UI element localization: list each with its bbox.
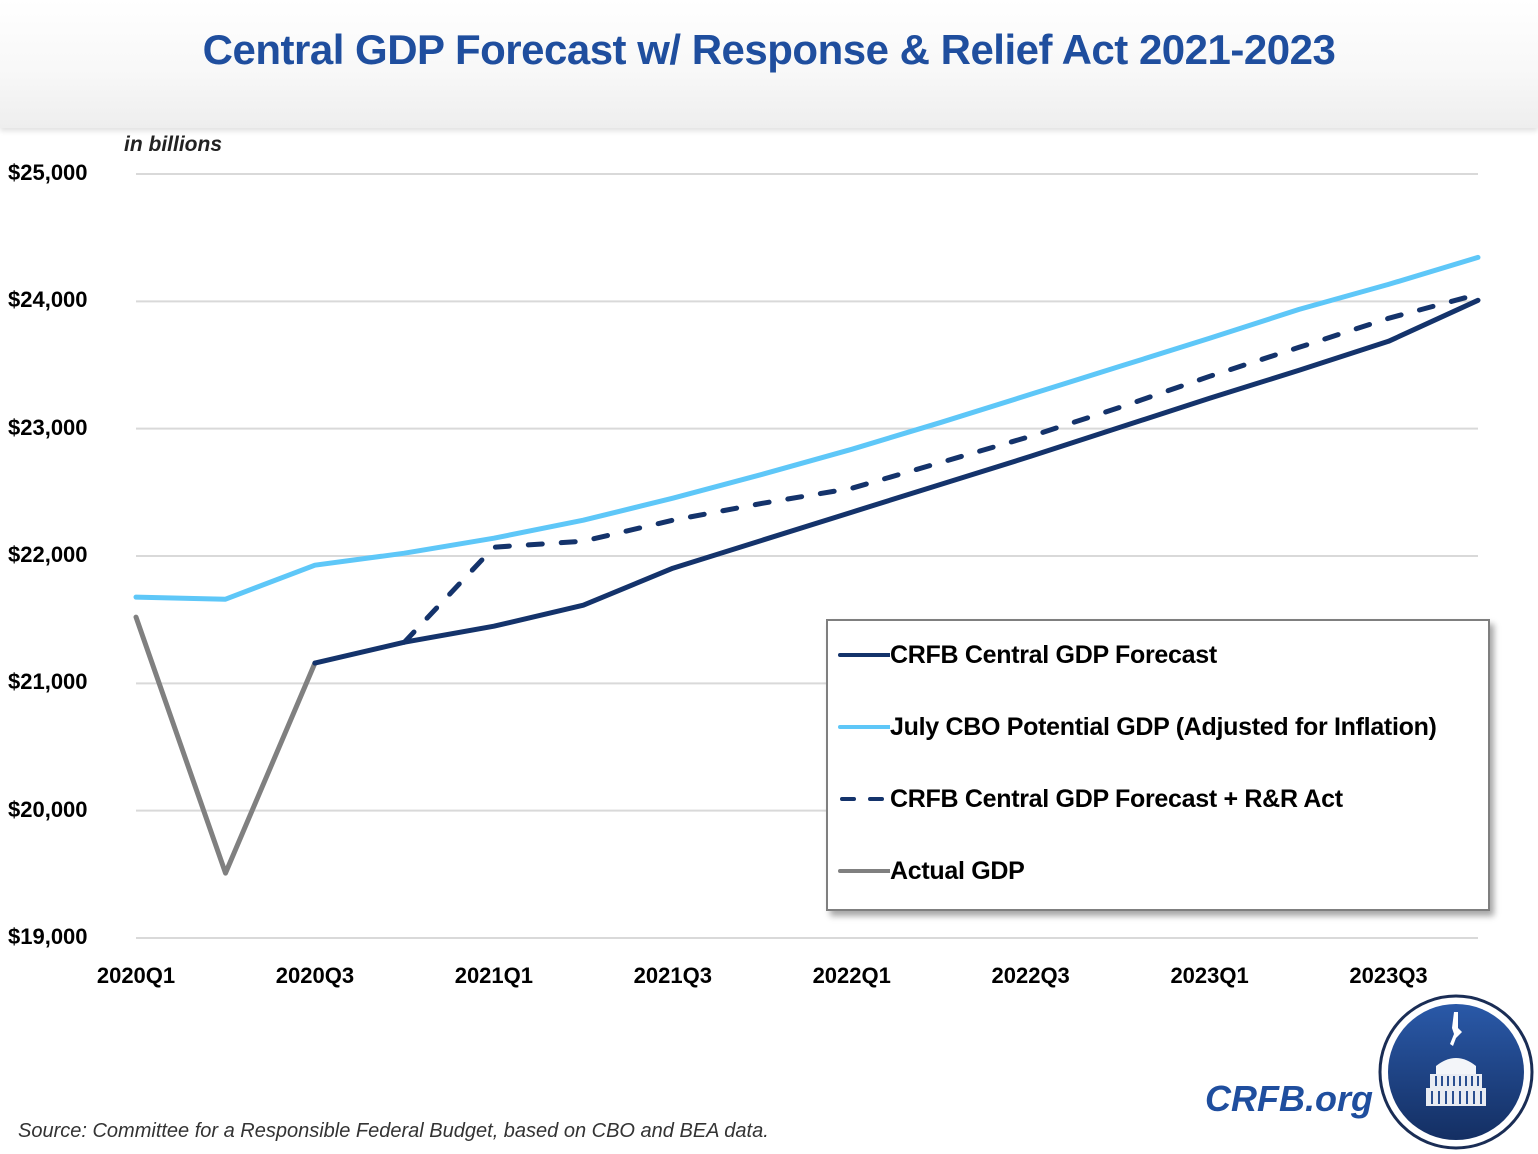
- series-line-crfb-central-gdp-forecast-r-r-act: [401, 291, 1481, 645]
- series-line-crfb-central-gdp-forecast: [312, 297, 1481, 666]
- x-tick-label: 2020Q3: [275, 963, 355, 988]
- x-tick-label: 2020Q1: [96, 963, 176, 988]
- series-line-july-cbo-potential-gdp-adjusted-for-inflation: [133, 254, 1481, 602]
- legend-item-crfb-forecast: CRFB Central GDP Forecast: [838, 640, 1217, 670]
- series-lines: [133, 254, 1481, 876]
- x-tick-label: 2021Q1: [454, 963, 533, 988]
- legend-label: Actual GDP: [890, 856, 1025, 885]
- title-banner: Central GDP Forecast w/ Response & Relie…: [0, 0, 1538, 128]
- legend-item-crfb-rr-act: CRFB Central GDP Forecast + R&R Act: [838, 784, 1343, 814]
- capitol-dome-seal-icon: [1378, 994, 1534, 1150]
- legend-swatch-solid-lightblue: [838, 725, 890, 729]
- legend-swatch-dashed-navy: [840, 797, 890, 801]
- y-tick-label: $24,000: [8, 287, 88, 313]
- y-tick-label: $20,000: [8, 796, 88, 822]
- brand-link[interactable]: CRFB.org: [1205, 1078, 1373, 1119]
- x-tick-label: 2023Q3: [1349, 963, 1428, 988]
- y-tick-label: $25,000: [8, 160, 88, 185]
- y-tick-label: $22,000: [8, 542, 88, 567]
- y-tick-label: $23,000: [8, 414, 88, 440]
- chart-title: Central GDP Forecast w/ Response & Relie…: [202, 26, 1336, 73]
- x-tick-label: 2021Q3: [633, 963, 712, 988]
- series-line-actual-gdp: [133, 614, 318, 876]
- legend-label: July CBO Potential GDP (Adjusted for Inf…: [890, 712, 1437, 741]
- y-tick-label: $19,000: [8, 924, 88, 949]
- legend-swatch-solid-navy: [838, 653, 890, 657]
- x-tick-label: 2023Q1: [1170, 963, 1249, 988]
- legend-label: CRFB Central GDP Forecast: [890, 640, 1217, 669]
- y-tick-label: $21,000: [8, 669, 88, 695]
- legend-item-actual-gdp: Actual GDP: [838, 856, 1025, 886]
- legend-label: CRFB Central GDP Forecast + R&R Act: [890, 784, 1343, 813]
- legend: CRFB Central GDP Forecast July CBO Poten…: [826, 619, 1490, 911]
- legend-swatch-solid-gray: [838, 869, 890, 873]
- x-tick-label: 2022Q3: [991, 963, 1070, 988]
- x-tick-label: 2022Q1: [812, 963, 891, 988]
- source-note: Source: Committee for a Responsible Fede…: [18, 1120, 769, 1142]
- legend-item-cbo-potential: July CBO Potential GDP (Adjusted for Inf…: [838, 712, 1437, 742]
- unit-label: in billions: [124, 133, 222, 156]
